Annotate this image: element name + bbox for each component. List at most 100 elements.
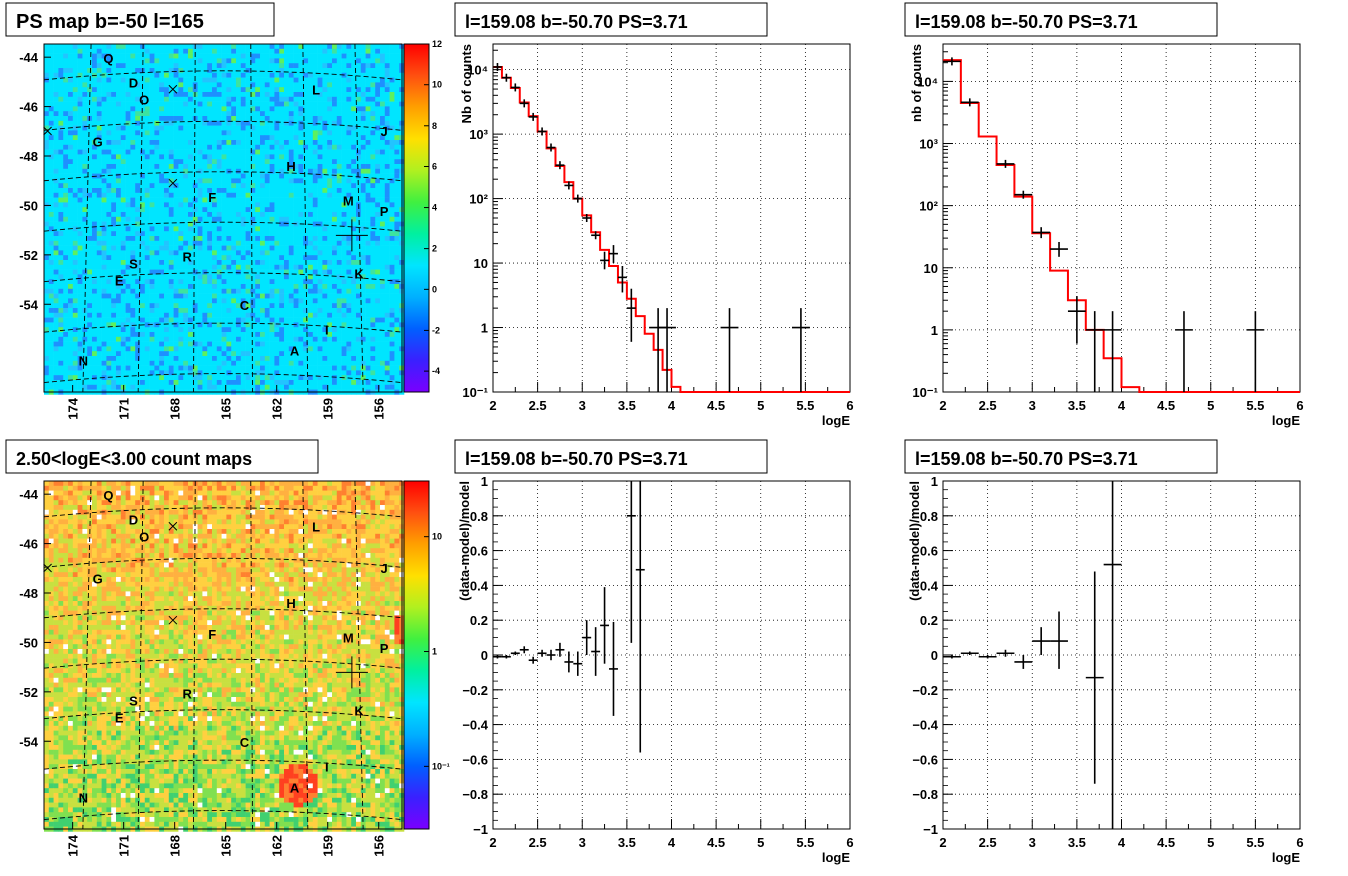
heatmap-cell [178, 82, 183, 87]
heatmap-cell [313, 145, 318, 150]
heatmap-cell [380, 159, 385, 164]
heatmap-cell [78, 246, 83, 251]
heatmap-cell [274, 130, 279, 135]
heatmap-cell [270, 78, 275, 83]
heatmap-cell [294, 274, 299, 279]
heatmap-cell [68, 58, 73, 63]
heatmap-cell [154, 106, 159, 111]
heatmap-cell [130, 212, 135, 217]
heatmap-cell [73, 169, 78, 174]
heatmap-cell [217, 318, 222, 323]
heatmap-cell [202, 92, 207, 97]
heatmap-cell [366, 116, 371, 121]
heatmap-cell [375, 303, 380, 308]
heatmap-cell [150, 294, 155, 299]
heatmap-cell [58, 92, 63, 97]
heatmap-cell [198, 150, 203, 155]
heatmap-cell [217, 49, 222, 54]
heatmap-cell [375, 284, 380, 289]
heatmap-cell [116, 63, 121, 68]
heatmap-cell [394, 337, 399, 342]
heatmap-cell [135, 68, 140, 73]
heatmap-cell [308, 308, 313, 313]
heatmap-cell [212, 351, 217, 356]
heatmap-cell [202, 303, 207, 308]
heatmap-cell [366, 140, 371, 145]
heatmap-cell [370, 202, 375, 207]
heatmap-cell [351, 342, 356, 347]
heatmap-cell [298, 78, 303, 83]
heatmap-cell [150, 135, 155, 140]
heatmap-cell [116, 111, 121, 116]
heatmap-cell [361, 121, 366, 126]
heatmap-cell [394, 202, 399, 207]
heatmap-cell [169, 116, 174, 121]
heatmap-cell [92, 102, 97, 107]
heatmap-cell [318, 207, 323, 212]
heatmap-cell [140, 279, 145, 284]
heatmap-cell [135, 44, 140, 49]
heatmap-cell [274, 255, 279, 260]
heatmap-cell [265, 222, 270, 227]
heatmap-cell [121, 126, 126, 131]
heatmap-cell [217, 198, 222, 203]
heatmap-cell [207, 174, 212, 179]
heatmap-cell [289, 193, 294, 198]
heatmap-cells [44, 44, 404, 395]
heatmap-cell [82, 183, 87, 188]
heatmap-cell [318, 116, 323, 121]
heatmap-cell [207, 265, 212, 270]
heatmap-cell [183, 68, 188, 73]
heatmap-cell [222, 270, 227, 275]
heatmap-cell [222, 332, 227, 337]
heatmap-cell [313, 260, 318, 265]
heatmap-cell [121, 207, 126, 212]
heatmap-cell [318, 198, 323, 203]
heatmap-cell [111, 346, 116, 351]
heatmap-cell [308, 332, 313, 337]
heatmap-cell [178, 92, 183, 97]
heatmap-cell [250, 289, 255, 294]
heatmap-cell [159, 140, 164, 145]
heatmap-cell [202, 73, 207, 78]
heatmap-cell [270, 135, 275, 140]
heatmap-cell [332, 217, 337, 222]
heatmap-cell [159, 78, 164, 83]
heatmap-cell [265, 169, 270, 174]
heatmap-cell [356, 150, 361, 155]
heatmap-cell [97, 87, 102, 92]
heatmap-cell [394, 44, 399, 49]
heatmap-cell [150, 332, 155, 337]
heatmap-cell [322, 193, 327, 198]
heatmap-cell [106, 135, 111, 140]
heatmap-cell [366, 78, 371, 83]
heatmap-cell [385, 44, 390, 49]
heatmap-cell [111, 198, 116, 203]
heatmap-cell [298, 212, 303, 217]
heatmap-cell [308, 58, 313, 63]
heatmap-cell [126, 44, 131, 49]
heatmap-cell [260, 361, 265, 366]
heatmap-cell [370, 92, 375, 97]
heatmap-cell [385, 102, 390, 107]
heatmap-cell [226, 255, 231, 260]
heatmap-cell [289, 183, 294, 188]
heatmap-cell [231, 289, 236, 294]
heatmap-cell [231, 164, 236, 169]
heatmap-cell [375, 87, 380, 92]
heatmap-cell [198, 241, 203, 246]
heatmap-cell [342, 116, 347, 121]
heatmap-cell [44, 193, 49, 198]
heatmap-cell [49, 111, 54, 116]
heatmap-cell [284, 82, 289, 87]
heatmap-cell [332, 279, 337, 284]
heatmap-cell [202, 97, 207, 102]
heatmap-cell [188, 49, 193, 54]
heatmap-cell [327, 169, 332, 174]
heatmap-cell [97, 308, 102, 313]
heatmap-cell [92, 97, 97, 102]
heatmap-cell [68, 212, 73, 217]
heatmap-cell [174, 54, 179, 59]
heatmap-cell [49, 183, 54, 188]
heatmap-cell [361, 159, 366, 164]
